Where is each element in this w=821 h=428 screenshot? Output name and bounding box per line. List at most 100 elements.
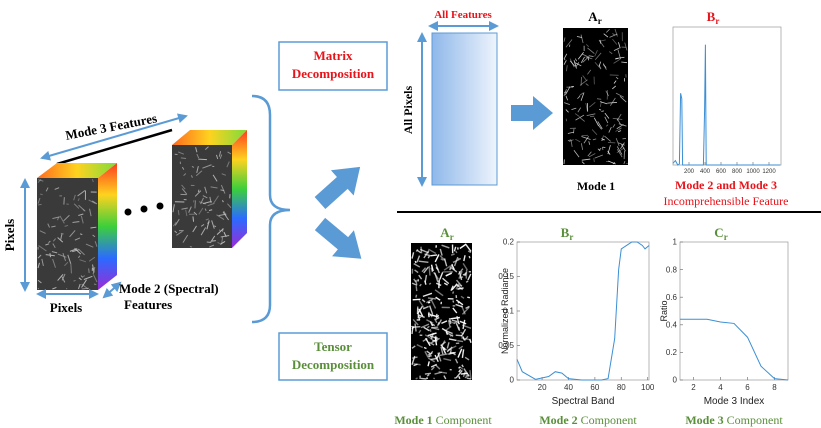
- x-tick-label: 400: [700, 169, 711, 175]
- box-label: Decomposition: [292, 66, 375, 81]
- texture-stroke: [66, 288, 67, 289]
- texture-stroke: [418, 279, 419, 281]
- label: Mode 1: [577, 179, 615, 193]
- texture-stroke: [222, 228, 223, 232]
- texture-stroke: [428, 298, 436, 299]
- arrow: [104, 283, 120, 297]
- label: Incomprehensible Feature: [664, 194, 789, 208]
- x-axis-label: Spectral Band: [552, 396, 615, 407]
- texture-stroke: [61, 233, 64, 234]
- subscript-title: Br: [707, 9, 720, 26]
- cube-side: [98, 163, 117, 290]
- cube-front: [37, 178, 98, 290]
- texture-stroke: [198, 159, 207, 160]
- label: All Pixels: [401, 86, 415, 135]
- texture-stroke: [457, 341, 463, 342]
- texture-stroke: [50, 253, 51, 257]
- x-tick-label: 60: [590, 383, 599, 392]
- texture-stroke: [588, 58, 589, 61]
- texture-stroke: [38, 288, 39, 289]
- subscript-title: Ar: [440, 225, 453, 242]
- chart: 246800.20.40.60.81Mode 3 IndexRatio: [659, 238, 788, 407]
- texture-stroke: [416, 286, 417, 291]
- x-tick-label: 1000: [746, 169, 760, 175]
- subscript-title: Cr: [714, 225, 727, 242]
- texture-stroke: [425, 373, 431, 374]
- texture-stroke: [416, 378, 418, 379]
- y-tick-label: 0.2: [503, 238, 515, 247]
- plot-frame: [673, 27, 781, 165]
- texture-stroke: [456, 335, 462, 336]
- texture-stroke: [469, 256, 470, 258]
- texture-stroke: [446, 332, 447, 335]
- texture-stroke: [430, 329, 431, 332]
- chart: 200 400 600 80010001200: [673, 27, 781, 175]
- y-tick-label: 0: [510, 376, 515, 385]
- fat-arrow: [309, 154, 372, 215]
- texture-stroke: [198, 190, 199, 192]
- x-tick-label: 20: [538, 383, 547, 392]
- texture-stroke: [597, 99, 601, 100]
- x-tick-label: 200: [684, 169, 695, 175]
- texture-stroke: [209, 210, 212, 211]
- x-tick-label: 40: [564, 383, 573, 392]
- texture-stroke: [71, 264, 72, 274]
- cubes: [37, 130, 247, 290]
- texture-stroke: [564, 92, 567, 93]
- texture-stroke: [459, 376, 460, 378]
- texture-stroke: [453, 301, 454, 303]
- texture-stroke: [429, 266, 430, 276]
- brace: [252, 96, 290, 322]
- y-tick-label: 0: [673, 376, 678, 385]
- texture-stroke: [459, 328, 460, 330]
- texture-stroke: [193, 216, 194, 221]
- x-tick-label: 8: [772, 383, 777, 392]
- label: Mode 2 and Mode 3: [675, 178, 777, 192]
- plot-frame: [517, 242, 649, 380]
- matrix: [432, 33, 497, 185]
- x-tick-label: 6: [745, 383, 750, 392]
- y-tick-label: 0.2: [666, 348, 678, 357]
- x-tick-label: 80: [617, 383, 626, 392]
- texture-stroke: [461, 373, 468, 374]
- label: Features: [124, 297, 172, 312]
- texture-stroke: [421, 378, 426, 379]
- box-label: Tensor: [314, 339, 352, 354]
- texture-stroke: [38, 204, 42, 205]
- caption: Mode 3 Component: [685, 413, 783, 427]
- texture-stroke: [214, 226, 216, 227]
- x-tick-label: 4: [718, 383, 723, 392]
- texture-stroke: [416, 280, 417, 285]
- x-tick-label: 600: [716, 169, 727, 175]
- x-tick-label: 1200: [762, 169, 776, 175]
- caption: Mode 1 Component: [394, 413, 492, 427]
- texture-stroke: [453, 291, 454, 293]
- plot-frame: [680, 242, 788, 380]
- subscript-title: Br: [561, 225, 574, 242]
- texture-stroke: [424, 347, 426, 348]
- texture-stroke: [456, 251, 457, 253]
- chart: 2040608010000.050.10.150.2Spectral BandN…: [498, 238, 654, 407]
- texture-stroke: [430, 255, 437, 256]
- texture-stroke: [600, 40, 601, 44]
- label: Mode 2 (Spectral): [119, 281, 219, 296]
- dot: [157, 203, 164, 210]
- texture-stroke: [178, 210, 179, 215]
- label: Pixels: [50, 300, 83, 315]
- y-axis-label: Ratio: [659, 300, 669, 321]
- fat-arrow: [511, 96, 553, 130]
- texture-stroke: [74, 280, 76, 281]
- x-tick-label: 800: [732, 169, 743, 175]
- fat-arrow: [309, 211, 372, 272]
- x-tick-label: 2: [691, 383, 696, 392]
- label: All Features: [434, 9, 492, 21]
- dot: [125, 209, 132, 216]
- figure: Mode 3 Features Pixels Pixels Mode 2 (Sp…: [0, 0, 821, 428]
- texture-stroke: [431, 327, 438, 328]
- label: Pixels: [2, 219, 17, 252]
- texture-stroke: [429, 283, 431, 284]
- box-label: Matrix: [314, 48, 353, 63]
- texture-stroke: [94, 284, 96, 285]
- texture-stroke: [434, 378, 435, 379]
- x-axis-label: Mode 3 Index: [704, 396, 765, 407]
